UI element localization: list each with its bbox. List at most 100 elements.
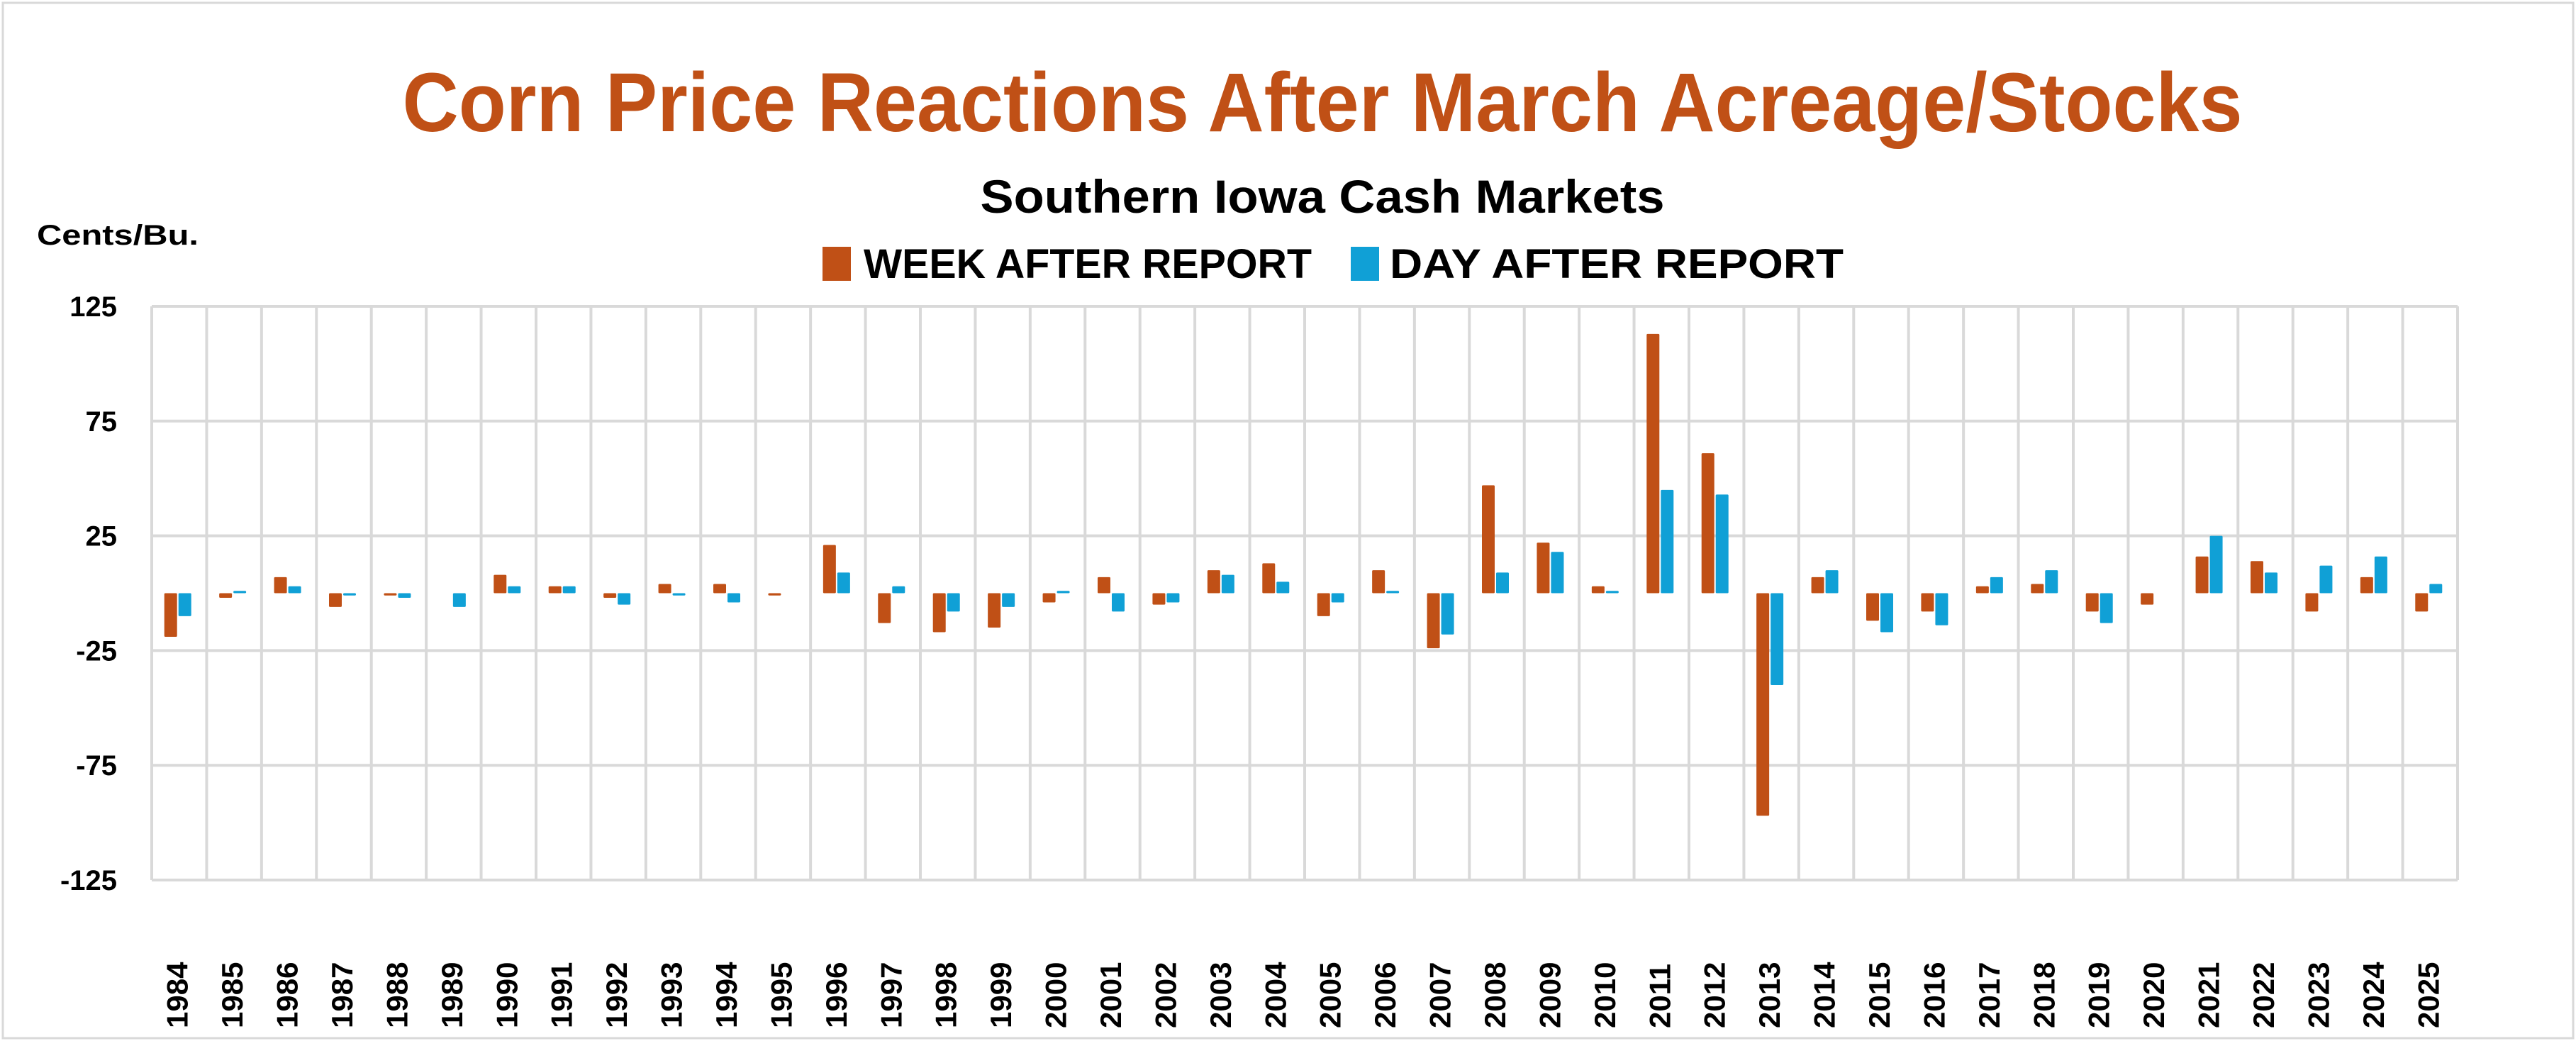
chart-subtitle: Southern Iowa Cash Markets	[981, 170, 1665, 223]
bar-day-2012	[1715, 494, 1729, 594]
legend-swatch-day	[1351, 247, 1379, 281]
bar-day-2022	[2265, 572, 2277, 594]
bar-day-1996	[837, 572, 850, 594]
bar-week-1992	[603, 593, 617, 598]
bar-week-1998	[932, 593, 946, 633]
bar-day-2025	[2429, 584, 2443, 594]
x-tick-label: 2022	[2247, 962, 2280, 1028]
bar-week-1999	[988, 593, 1001, 628]
bar-week-2012	[1701, 453, 1714, 594]
x-tick-label: 2024	[2357, 962, 2390, 1028]
x-tick-label: 2014	[1808, 962, 1841, 1028]
bar-week-2020	[2141, 593, 2154, 605]
bar-day-2010	[1605, 591, 1619, 594]
bar-day-1998	[947, 593, 960, 612]
bar-week-2023	[2305, 593, 2319, 612]
bar-week-2008	[1482, 485, 1495, 594]
x-tick-label: 1992	[600, 962, 633, 1028]
x-tick-label: 1987	[325, 962, 359, 1028]
x-tick-label: 2017	[1973, 962, 2006, 1028]
bar-day-2016	[1935, 593, 1948, 625]
legend-label-week: WEEK AFTER REPORT	[864, 241, 1312, 287]
bar-day-2004	[1276, 581, 1290, 594]
y-tick-label: 25	[86, 521, 118, 552]
bar-day-1988	[398, 593, 411, 598]
bar-week-2001	[1098, 577, 1110, 594]
x-tick-label: 2021	[2192, 962, 2226, 1028]
x-tick-label: 2018	[2027, 962, 2061, 1028]
bar-week-1986	[274, 577, 287, 594]
x-tick-label: 1989	[435, 962, 469, 1028]
bar-week-2013	[1756, 593, 1770, 816]
bar-week-2000	[1042, 593, 1056, 603]
bar-day-2017	[1990, 577, 2003, 594]
bar-week-1990	[494, 574, 507, 594]
x-tick-label: 2023	[2302, 962, 2335, 1028]
x-tick-label: 1988	[380, 962, 413, 1028]
bar-day-1994	[727, 593, 740, 603]
x-tick-label: 1995	[764, 962, 798, 1028]
y-axis-label: Cents/Bu.	[37, 220, 199, 251]
legend: WEEK AFTER REPORT DAY AFTER REPORT	[823, 241, 1844, 287]
y-tick-label: 75	[86, 406, 118, 438]
x-tick-label: 2009	[1533, 962, 1566, 1028]
y-tick-label: -125	[60, 865, 117, 896]
x-tick-label: 2013	[1753, 962, 1786, 1028]
x-tick-label: 2015	[1863, 962, 1896, 1028]
bar-day-2008	[1496, 572, 1509, 594]
bar-week-1995	[768, 593, 781, 596]
bar-week-2016	[1921, 593, 1934, 612]
bar-day-2001	[1112, 593, 1125, 612]
bar-day-2023	[2319, 565, 2333, 594]
bar-day-2006	[1386, 591, 1400, 594]
bar-day-1999	[1002, 593, 1015, 607]
bar-week-2022	[2251, 561, 2263, 594]
y-tick-label: -75	[76, 750, 117, 781]
x-tick-label: 2011	[1643, 964, 1676, 1028]
bar-week-1985	[219, 593, 233, 598]
x-tick-label: 2016	[1917, 962, 1951, 1028]
bar-week-1994	[713, 584, 726, 594]
x-tick-label: 1993	[655, 962, 688, 1028]
x-tick-label: 2007	[1424, 962, 1457, 1028]
bar-day-1985	[233, 591, 247, 594]
x-tick-label: 1997	[874, 962, 908, 1028]
x-tick-label: 1991	[545, 962, 579, 1028]
bar-day-2014	[1825, 570, 1839, 594]
bar-week-1993	[658, 584, 671, 594]
bar-day-2009	[1551, 552, 1564, 594]
y-tick-labels: 125 75 25 -25 -75 -125	[60, 291, 117, 896]
grid	[150, 305, 2459, 881]
bar-week-2011	[1646, 333, 1660, 594]
bar-week-2014	[1811, 577, 1824, 594]
bar-week-1987	[329, 593, 342, 607]
bar-day-2007	[1441, 593, 1454, 635]
bar-week-2015	[1866, 593, 1879, 621]
x-tick-labels: 1984 1985 1986 1987 1988 1989 1990 1991 1992 1993…	[161, 962, 2446, 1028]
bar-day-2013	[1771, 593, 1784, 685]
x-tick-label: 2004	[1259, 962, 1292, 1028]
bar-week-2019	[2085, 593, 2099, 612]
x-tick-label: 2003	[1204, 962, 1237, 1028]
bar-week-2002	[1152, 593, 1166, 605]
bar-day-2003	[1221, 574, 1234, 594]
bar-day-1989	[452, 593, 466, 607]
bar-week-2025	[2415, 593, 2429, 612]
bar-week-2003	[1207, 570, 1220, 594]
bar-week-2009	[1537, 542, 1550, 594]
bar-week-1984	[164, 593, 177, 637]
legend-swatch-week	[823, 247, 851, 281]
x-tick-label: 2000	[1039, 962, 1073, 1028]
bar-day-1993	[672, 593, 686, 596]
x-tick-label: 1986	[271, 962, 304, 1028]
x-tick-label: 1999	[984, 962, 1017, 1028]
bar-day-2019	[2100, 593, 2113, 623]
y-tick-label: -25	[76, 635, 117, 667]
bar-week-1997	[878, 593, 891, 623]
bar-week-2004	[1262, 563, 1276, 594]
bar-day-1997	[892, 586, 905, 594]
x-tick-label: 2020	[2137, 962, 2170, 1028]
bar-week-2006	[1372, 570, 1385, 594]
bar-day-1992	[618, 593, 631, 605]
bar-day-2024	[2374, 556, 2387, 594]
